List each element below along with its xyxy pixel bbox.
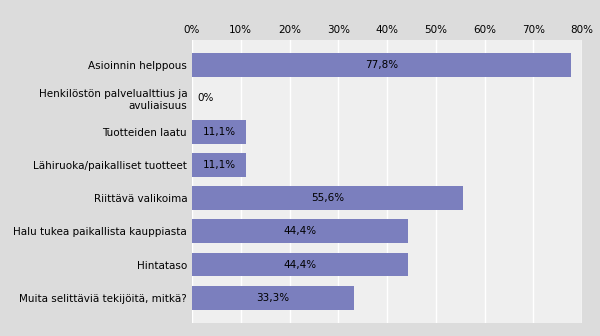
Text: 33,3%: 33,3%	[257, 293, 290, 303]
Bar	[192, 253, 409, 277]
Bar	[192, 53, 571, 77]
Bar	[192, 186, 463, 210]
Text: 55,6%: 55,6%	[311, 193, 344, 203]
Text: 44,4%: 44,4%	[284, 259, 317, 269]
Text: 77,8%: 77,8%	[365, 60, 398, 70]
Text: 11,1%: 11,1%	[202, 160, 236, 170]
Bar	[192, 286, 355, 310]
Bar	[192, 219, 409, 243]
Bar	[192, 153, 246, 177]
Text: 44,4%: 44,4%	[284, 226, 317, 236]
Text: 11,1%: 11,1%	[202, 127, 236, 137]
Text: 0%: 0%	[197, 93, 213, 103]
Bar	[192, 120, 246, 143]
